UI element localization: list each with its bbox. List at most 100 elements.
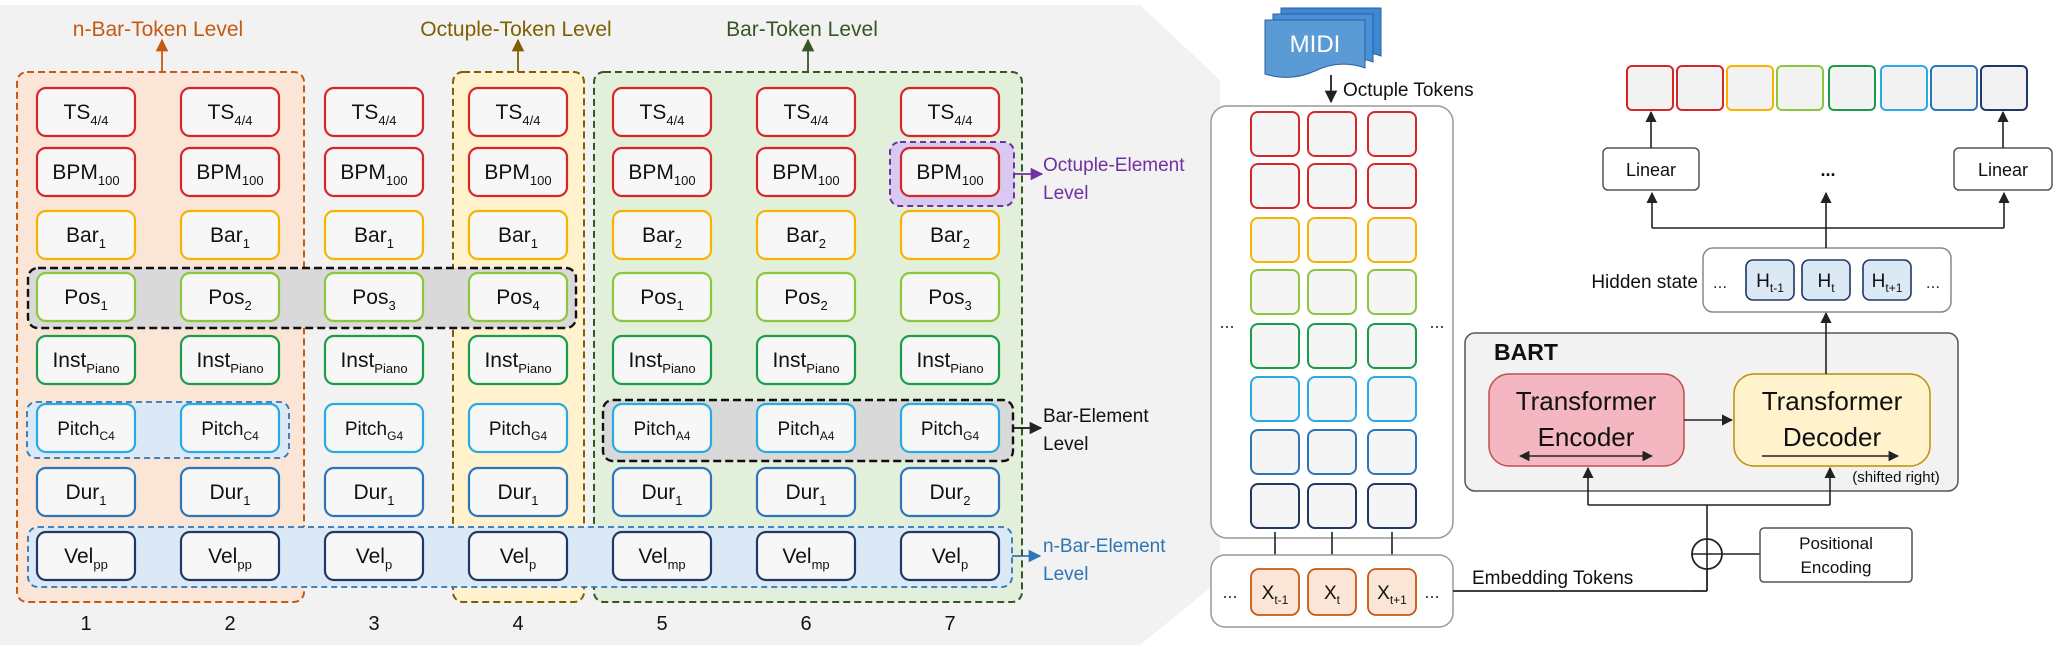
- token-vel-label-col4: Velp: [500, 545, 536, 572]
- token-dur-col6: [755, 466, 857, 518]
- octuple-element-level-label-2: Level: [1043, 183, 1088, 204]
- token-bpm-col3: [323, 146, 425, 198]
- token-inst-label-col4: InstPiano: [484, 349, 551, 376]
- octuple-cell-r7-c2: [1307, 429, 1357, 475]
- linear-middle-ellipsis: ...: [1820, 160, 1835, 180]
- embedding-token-1: [1250, 568, 1300, 616]
- octuple-cell-r1-c1: [1250, 111, 1300, 157]
- token-pitch-col7: [899, 402, 1001, 454]
- token-pos-col2: [179, 271, 281, 323]
- token-bar-col3: [323, 209, 425, 261]
- octuple-cell-r5-c3: [1367, 323, 1417, 369]
- token-bpm-label-col5: BPM100: [628, 161, 695, 188]
- column-index-1: 1: [80, 613, 91, 635]
- token-pitch-label-col6: PitchA4: [778, 419, 835, 443]
- token-ts-label-col2: TS4/4: [208, 101, 253, 128]
- linear-right-label: Linear: [1978, 160, 2028, 180]
- token-pos-col5: [611, 271, 713, 323]
- token-bpm-col1: [35, 146, 137, 198]
- encoder-label-2: Encoder: [1538, 422, 1635, 452]
- token-ts-label-col7: TS4/4: [928, 101, 973, 128]
- token-vel-col1: [35, 530, 137, 582]
- token-pos-col7: [899, 271, 1001, 323]
- transformer-decoder-box: [1733, 373, 1931, 467]
- token-vel-col7: [899, 530, 1001, 582]
- token-inst-col3: [323, 334, 425, 386]
- token-pitch-label-col4: PitchG4: [489, 419, 548, 443]
- hidden-token-2: [1801, 259, 1851, 301]
- octuple-cell-r5-c2: [1307, 323, 1357, 369]
- token-bar-col5: [611, 209, 713, 261]
- token-pos-label-col1: Pos1: [64, 286, 107, 313]
- token-bar-col1: [35, 209, 137, 261]
- token-pitch-col1: [35, 402, 137, 454]
- hidden-token-3: [1862, 259, 1912, 301]
- token-bpm-col2: [179, 146, 281, 198]
- positional-encoding-label: Positional: [1799, 534, 1873, 553]
- matrix-ellipsis-left: ...: [1219, 312, 1234, 332]
- column-index-6: 6: [800, 613, 811, 635]
- token-dur-label-col2: Dur1: [209, 481, 250, 508]
- token-inst-label-col1: InstPiano: [52, 349, 119, 376]
- token-inst-col7: [899, 334, 1001, 386]
- token-pitch-col4: [467, 402, 569, 454]
- token-dur-col5: [611, 466, 713, 518]
- token-bpm-col4: [467, 146, 569, 198]
- bar-token-level-label: Bar-Token Level: [726, 18, 878, 41]
- token-vel-label-col6: Velmp: [782, 545, 829, 572]
- token-bar-label-col1: Bar1: [66, 224, 106, 251]
- token-ts-col6: [755, 86, 857, 138]
- token-inst-col4: [467, 334, 569, 386]
- octuple-cell-r3-c2: [1307, 217, 1357, 263]
- token-bpm-label-col6: BPM100: [772, 161, 839, 188]
- embedding-token-label-2: Xt: [1324, 583, 1341, 607]
- token-dur-col4: [467, 466, 569, 518]
- octuple-cell-r4-c3: [1367, 269, 1417, 315]
- token-dur-col2: [179, 466, 281, 518]
- matrix-ellipsis-right: ...: [1429, 312, 1444, 332]
- token-pitch-col2: [179, 402, 281, 454]
- token-pitch-label-col1: PitchC4: [57, 419, 115, 443]
- output-token-3: [1726, 65, 1774, 111]
- octuple-cell-r6-c3: [1367, 376, 1417, 422]
- token-inst-label-col2: InstPiano: [196, 349, 263, 376]
- token-bar-col4: [467, 209, 569, 261]
- token-bar-label-col6: Bar2: [786, 224, 826, 251]
- token-inst-label-col5: InstPiano: [628, 349, 695, 376]
- token-inst-col2: [179, 334, 281, 386]
- output-token-4: [1776, 65, 1824, 111]
- output-token-row: [1626, 65, 2028, 111]
- token-ts-label-col5: TS4/4: [640, 101, 685, 128]
- midi-document-icon: MIDI: [1264, 7, 1382, 78]
- octuple-cell-r4-c1: [1250, 269, 1300, 315]
- token-ts-col2: [179, 86, 281, 138]
- token-bpm-label-col3: BPM100: [340, 161, 407, 188]
- output-token-7: [1930, 65, 1978, 111]
- token-grid: TS4/4 BPM100 Bar1 Pos1 InstPiano PitchC4 Dur1 V…: [35, 86, 1001, 635]
- embedding-token-label-1: Xt-1: [1262, 583, 1289, 607]
- token-vel-label-col1: Velpp: [64, 545, 108, 572]
- token-inst-label-col7: InstPiano: [916, 349, 983, 376]
- octuple-cell-r2-c2: [1307, 163, 1357, 209]
- octuple-cell-r6-c2: [1307, 376, 1357, 422]
- token-ts-col1: [35, 86, 137, 138]
- token-vel-label-col3: Velp: [356, 545, 392, 572]
- token-dur-col3: [323, 466, 425, 518]
- token-bar-label-col5: Bar2: [642, 224, 682, 251]
- token-ts-label-col6: TS4/4: [784, 101, 829, 128]
- token-bpm-label-col1: BPM100: [52, 161, 119, 188]
- bar-element-level-label: Bar-Element: [1043, 406, 1149, 427]
- token-bar-label-col2: Bar1: [210, 224, 250, 251]
- token-inst-col6: [755, 334, 857, 386]
- bar-element-level-label-2: Level: [1043, 434, 1088, 455]
- token-ts-col5: [611, 86, 713, 138]
- token-pos-label-col3: Pos3: [352, 286, 395, 313]
- token-bpm-label-col7: BPM100: [916, 161, 983, 188]
- octuple-cell-r4-c2: [1307, 269, 1357, 315]
- token-pos-col6: [755, 271, 857, 323]
- embedding-ellipsis-right: ...: [1424, 582, 1439, 602]
- token-ts-col7: [899, 86, 1001, 138]
- token-vel-col2: [179, 530, 281, 582]
- embedding-token-2: [1307, 568, 1357, 616]
